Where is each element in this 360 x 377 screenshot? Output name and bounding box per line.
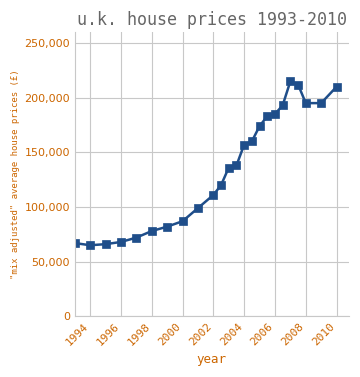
Title: u.k. house prices 1993-2010: u.k. house prices 1993-2010 <box>77 11 347 29</box>
X-axis label: year: year <box>197 353 227 366</box>
Y-axis label: "mix adjusted" average house prices (£): "mix adjusted" average house prices (£) <box>11 69 20 279</box>
